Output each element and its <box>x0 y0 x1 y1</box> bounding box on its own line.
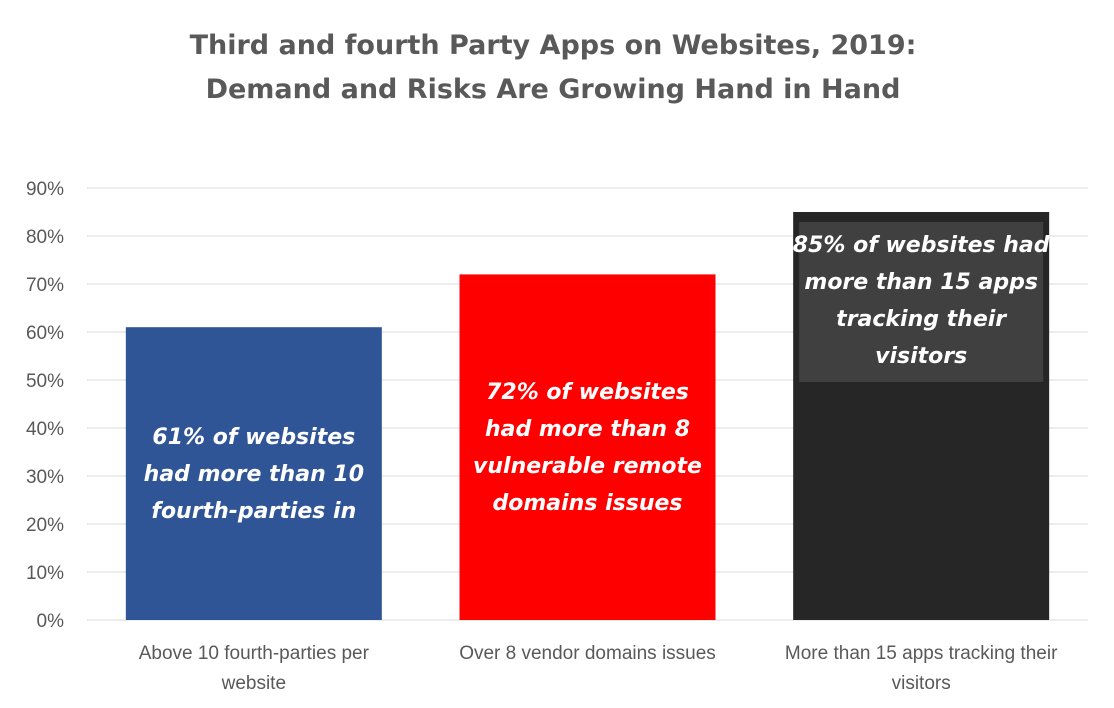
bar-annotation-line: domains issues <box>493 491 683 516</box>
bar-annotation-line: had more than 10 <box>144 462 364 487</box>
x-category-label: More than 15 apps tracking their <box>785 643 1058 664</box>
bar <box>125 327 382 620</box>
x-axis-categories: Above 10 fourth-parties per website Over 8… <box>139 643 1058 694</box>
annotation-box <box>799 222 1044 382</box>
y-tick-label: 90% <box>26 179 64 200</box>
y-tick-label: 50% <box>26 371 64 392</box>
x-category-label: Over 8 vendor domains issues <box>459 643 716 664</box>
bar-annotation-line: 72% of websites <box>486 380 689 405</box>
chart-subtitle: Demand and Risks Are Growing Hand in Han… <box>206 74 901 105</box>
chart-title: Third and fourth Party Apps on Websites,… <box>190 30 917 61</box>
x-category-label: visitors <box>892 673 951 694</box>
bar-annotation-line: more than 15 apps <box>804 270 1038 295</box>
y-axis-ticks: 0% 10% 20% 30% 40% 50% 60% 70% 80% 90% <box>26 179 64 632</box>
y-tick-label: 60% <box>26 323 64 344</box>
y-tick-label: 30% <box>26 467 64 488</box>
bar-annotation-line: tracking their <box>836 307 1007 332</box>
y-tick-label: 80% <box>26 227 64 248</box>
bar-annotations: 61% of websites had more than 10 fourth-pa… <box>144 222 1050 524</box>
y-tick-label: 20% <box>26 515 64 536</box>
x-category-label: website <box>221 673 286 694</box>
y-tick-label: 70% <box>26 275 64 296</box>
y-tick-label: 0% <box>37 611 65 632</box>
bar-annotation-line: vulnerable remote <box>473 454 702 479</box>
x-category-label: Above 10 fourth-parties per <box>139 643 370 664</box>
y-tick-label: 10% <box>26 563 64 584</box>
bar-annotation-line: fourth-parties in <box>151 499 356 524</box>
bar-annotation-line: had more than 8 <box>485 417 690 442</box>
bar-annotation-line: 85% of websites had <box>793 233 1050 258</box>
bar <box>459 274 716 620</box>
bar-annotation-line: visitors <box>875 344 967 369</box>
y-tick-label: 40% <box>26 419 64 440</box>
bar-annotation-line: 61% of websites <box>152 425 355 450</box>
